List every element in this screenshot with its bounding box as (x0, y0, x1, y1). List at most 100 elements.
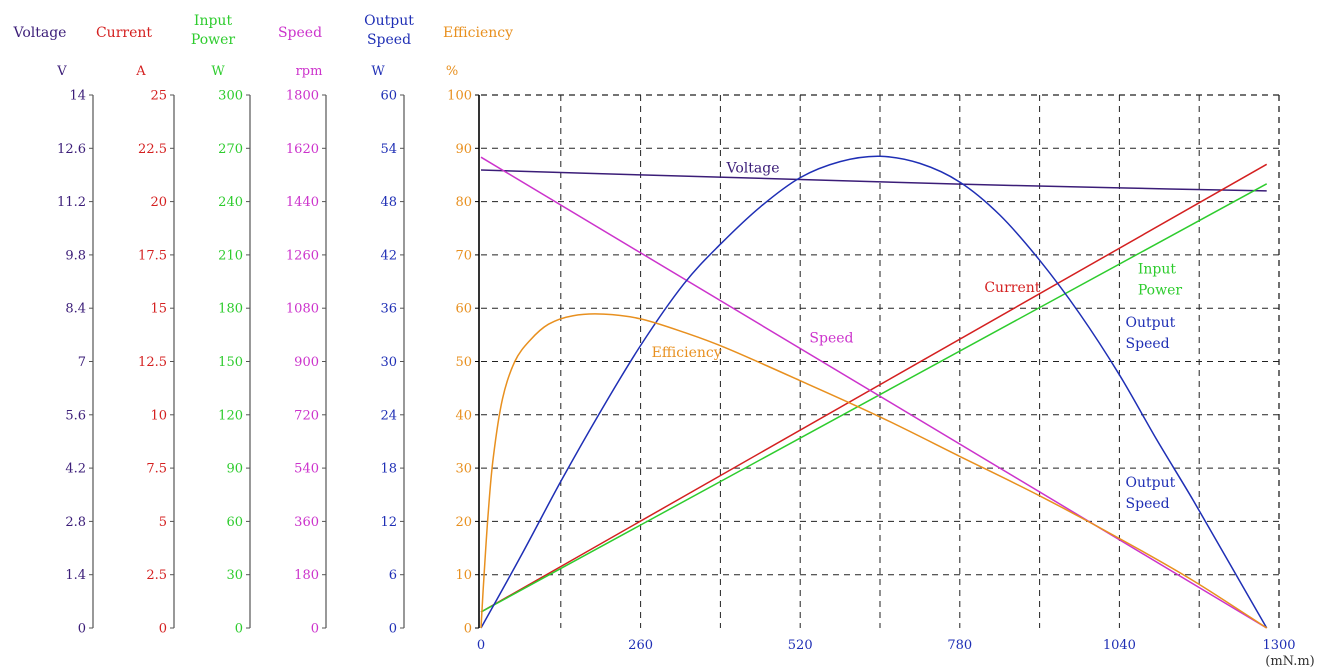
y-tick-label-current: 7.5 (146, 462, 167, 477)
y-tick-label-output_speed: 6 (389, 568, 397, 583)
y-tick-label-efficiency: 90 (455, 142, 472, 157)
y-tick-label-efficiency: 0 (464, 622, 472, 637)
series-line-current (480, 163, 1268, 613)
plot-annotations: Voltage Current Input Power Output Speed Speed… (652, 160, 1183, 511)
y-axis-title-efficiency: Efficiency (443, 25, 513, 41)
y-axis-current: Current A 0 2.5 5 7.5 10 12.5 15 17.5 20 22.5 25 (96, 25, 175, 637)
y-tick-label-current: 10 (150, 408, 167, 423)
y-axis-voltage: Voltage V 0 1.4 2.8 4.2 5.6 7 8.4 9.8 11.2 12.6 14 (13, 25, 94, 637)
y-axis-title-input_power: Input (194, 13, 233, 29)
series-line-voltage (480, 169, 1267, 192)
y-tick-label-voltage: 7 (78, 355, 86, 370)
series-annotation-text: Current (984, 280, 1040, 296)
y-axis-title-speed: Speed (278, 25, 322, 41)
series-line-input-power (480, 183, 1268, 613)
y-axis-title-current: Current (96, 25, 152, 41)
y-tick-label-output_speed: 48 (380, 195, 397, 210)
y-tick-label-speed: 360 (294, 515, 319, 530)
y-tick-label-input_power: 210 (218, 248, 243, 263)
x-tick-label: 520 (788, 638, 813, 653)
series-annotation-text: Input (1138, 262, 1177, 278)
y-tick-label-efficiency: 40 (455, 408, 472, 423)
y-tick-label-efficiency: 50 (455, 355, 472, 370)
y-tick-label-efficiency: 80 (455, 195, 472, 210)
y-tick-label-current: 17.5 (138, 248, 167, 263)
y-tick-label-voltage: 0 (78, 622, 86, 637)
y-tick-label-speed: 1440 (286, 195, 319, 210)
series-annotation-text: Speed (809, 330, 853, 346)
series-annotation: Voltage (726, 160, 780, 176)
y-tick-label-input_power: 90 (226, 462, 243, 477)
y-tick-label-output_speed: 18 (380, 462, 397, 477)
series-line-speed (480, 156, 1268, 629)
y-tick-label-input_power: 270 (218, 142, 243, 157)
y-tick-label-efficiency: 10 (455, 568, 472, 583)
y-tick-label-current: 12.5 (138, 355, 167, 370)
y-tick-label-current: 2.5 (146, 568, 167, 583)
y-tick-label-input_power: 300 (218, 89, 243, 104)
y-tick-label-voltage: 11.2 (57, 195, 86, 210)
y-tick-label-efficiency: 60 (455, 302, 472, 317)
y-tick-label-current: 5 (159, 515, 167, 530)
y-axis-input_power: Input Power W 0 30 60 90 120 150 180 210 240 270 300 (191, 13, 251, 637)
y-axis-unit-output_speed: W (371, 64, 385, 79)
y-axes: Voltage V 0 1.4 2.8 4.2 5.6 7 8.4 9.8 11.2 12.6 14 Cu… (13, 13, 514, 637)
y-tick-label-voltage: 1.4 (65, 568, 86, 583)
y-tick-label-output_speed: 0 (389, 622, 397, 637)
y-tick-label-efficiency: 30 (455, 462, 472, 477)
x-tick-label: 1040 (1103, 638, 1136, 653)
y-axis-unit-speed: rpm (296, 64, 323, 79)
series-annotation-text: Speed (1126, 336, 1170, 352)
y-tick-label-speed: 900 (294, 355, 319, 370)
series-line-output-speed (480, 155, 1268, 629)
y-tick-label-speed: 1620 (286, 142, 319, 157)
y-axis-title-output_speed: Output (364, 13, 414, 29)
y-tick-label-input_power: 240 (218, 195, 243, 210)
y-tick-label-input_power: 120 (218, 408, 243, 423)
y-tick-label-output_speed: 54 (380, 142, 397, 157)
y-tick-label-input_power: 60 (226, 515, 243, 530)
y-tick-label-output_speed: 12 (380, 515, 397, 530)
y-tick-label-voltage: 2.8 (65, 515, 86, 530)
y-axis-title-input_power-1: Power (191, 32, 236, 48)
y-tick-label-current: 0 (159, 622, 167, 637)
plot-grid (481, 94, 1280, 628)
y-tick-label-speed: 1260 (286, 248, 319, 263)
y-tick-label-efficiency: 100 (447, 89, 472, 104)
y-axis-title-output_speed-1: Speed (367, 32, 411, 48)
y-axis-efficiency: Efficiency% 0 10 20 30 40 50 60 70 80 90 100 (443, 25, 513, 637)
y-tick-label-speed: 720 (294, 408, 319, 423)
series-annotation: Output Speed (1126, 475, 1176, 512)
y-axis-title-voltage: Voltage (13, 25, 67, 41)
y-tick-label-voltage: 12.6 (57, 142, 86, 157)
y-tick-label-speed: 1080 (286, 302, 319, 317)
y-axis-unit-voltage: V (56, 64, 67, 79)
y-tick-label-input_power: 150 (218, 355, 243, 370)
series-annotation: Speed (809, 330, 853, 346)
y-tick-label-output_speed: 60 (380, 89, 397, 104)
y-axis-output_speed: Output Speed W 0 6 12 18 24 30 36 42 48 54 60 (364, 13, 414, 637)
y-tick-label-output_speed: 42 (380, 248, 397, 263)
series-annotation-text: Output (1126, 315, 1176, 331)
y-tick-label-voltage: 14 (69, 89, 86, 104)
series-annotation: Efficiency (652, 345, 722, 361)
y-tick-label-efficiency: 20 (455, 515, 472, 530)
y-axis-unit-efficiency: % (446, 64, 458, 79)
series-line-efficiency (480, 313, 1268, 629)
y-axis-unit-input_power: W (211, 64, 225, 79)
y-tick-label-voltage: 8.4 (65, 302, 86, 317)
y-tick-label-speed: 0 (311, 622, 319, 637)
x-tick-label: 260 (628, 638, 653, 653)
y-tick-label-speed: 540 (294, 462, 319, 477)
series-annotation-text: Output (1126, 475, 1176, 491)
y-tick-label-voltage: 9.8 (65, 248, 86, 263)
y-tick-label-output_speed: 24 (380, 408, 397, 423)
y-tick-label-current: 22.5 (138, 142, 167, 157)
y-tick-label-current: 20 (150, 195, 167, 210)
y-axis-unit-current: A (135, 64, 146, 79)
y-tick-label-input_power: 180 (218, 302, 243, 317)
y-tick-label-input_power: 0 (235, 622, 243, 637)
x-axis-unit: (mN.m) (1265, 654, 1314, 669)
series-annotation: Current (984, 280, 1040, 296)
